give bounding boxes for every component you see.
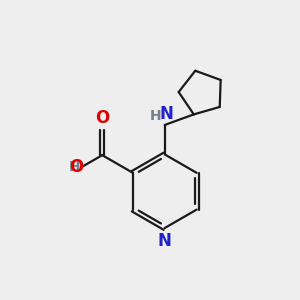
Text: O: O — [69, 158, 83, 176]
Text: N: N — [159, 106, 173, 124]
Text: N: N — [158, 232, 172, 250]
Text: H: H — [69, 160, 80, 174]
Text: H: H — [149, 110, 161, 124]
Text: O: O — [95, 109, 109, 127]
